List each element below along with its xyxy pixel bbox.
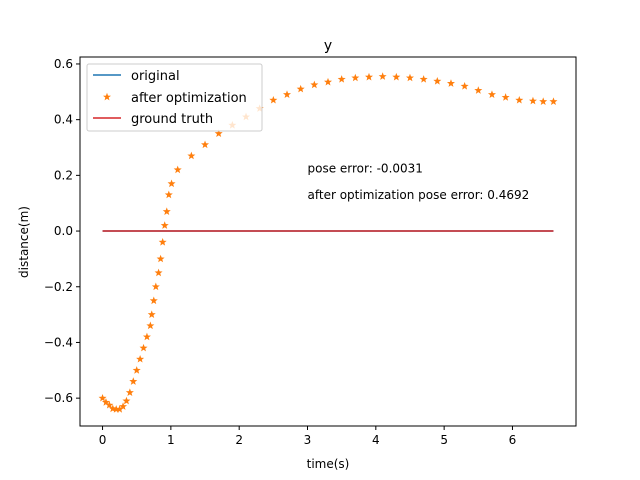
x-tick-label: 1 [167,433,175,447]
after-optimization-point [147,310,156,318]
x-tick-label: 5 [440,433,448,447]
after-optimization-point [515,95,524,104]
after-optimization-point [460,82,469,90]
annotation-text: after optimization pose error: 0.4692 [308,188,530,202]
x-tick-label: 6 [509,433,517,447]
after-optimization-point [446,79,455,87]
after-optimization-point [549,97,558,105]
after-optimization-point [112,405,121,413]
legend-label-after-optimization: after optimization [131,91,247,106]
after-optimization-point [115,405,124,413]
legend-label-ground-truth: ground truth [131,112,213,127]
after-optimization-point [154,268,163,277]
after-optimization-point [101,398,110,406]
after-optimization-point [98,393,107,402]
after-optimization-point [528,96,537,105]
after-optimization-point [129,377,138,385]
x-tick-label: 4 [372,433,380,447]
after-optimization-point [283,90,291,98]
after-optimization-point [151,282,160,291]
legend-label-original: original [131,69,180,84]
after-optimization-point [158,238,167,246]
after-optimization-point [433,77,442,85]
after-optimization-point [142,332,151,341]
legend-star-marker [103,92,111,101]
after-optimization-point [122,396,131,405]
y-tick-label: 0.6 [54,57,73,71]
y-tick-label: −0.4 [44,335,73,349]
after-optimization-point [324,77,332,86]
x-tick-label: 0 [99,433,107,447]
after-optimization-point [187,151,196,160]
after-optimization-point [132,366,141,374]
after-optimization-point [337,75,346,83]
after-optimization-point [119,402,128,410]
x-tick-label: 3 [304,433,312,447]
legend-swatch-after-optimization [103,92,111,101]
after-optimization-point [405,73,414,82]
annotation-text: pose error: -0.0031 [308,162,423,176]
after-optimization-point [310,80,319,89]
after-optimization-point [419,75,428,83]
after-optimization-point [105,400,114,409]
after-optimization-point [156,254,165,263]
after-optimization-point [139,343,148,352]
after-optimization-point [365,72,373,81]
after-optimization-point [351,73,360,82]
after-optimization-point [149,296,158,305]
after-optimization-point [125,388,134,396]
after-optimization-point [201,140,210,149]
after-optimization-point [160,221,169,229]
after-optimization-point [296,84,305,93]
chart-title: y [324,38,332,54]
y-axis-ticks: −0.6 −0.4 −0.2 0.0 0.2 0.4 0.6 [44,57,80,405]
after-optimization-point [136,354,145,363]
legend-box [86,63,263,132]
after-optimization-point [487,90,496,98]
plot-frame [79,56,577,427]
after-optimization-point [167,179,176,188]
x-axis-ticks: 0 1 2 3 4 5 6 [99,426,517,447]
after-optimization-point [378,72,387,80]
y-tick-label: −0.2 [44,280,73,294]
after-optimization-point [214,129,223,137]
y-tick-label: −0.6 [44,391,73,405]
after-optimization-point [146,321,155,330]
after-optimization-point [474,86,483,94]
after-optimization-point [501,93,510,101]
x-tick-label: 2 [235,433,243,447]
y-tick-label: 0.4 [54,113,73,127]
after-optimization-point [173,165,182,174]
legend: original after optimization ground truth [86,63,263,132]
after-optimization-point [392,72,401,81]
y-tick-label: 0.0 [54,224,73,238]
after-optimization-point [164,190,173,199]
after-optimization-point [539,97,548,105]
x-axis-label: time(s) [307,457,350,471]
y-axis-label: distance(m) [17,206,31,278]
after-optimization-point [269,95,278,104]
annotations-layer: pose error: -0.0031 after optimization po… [308,162,530,202]
y-tick-label: 0.2 [54,168,73,182]
after-optimization-point [162,207,171,215]
plot-area: 0 1 2 3 4 5 6 −0.6 −0.4 −0.2 0.0 0.2 0.4 0.6 pose er… [44,56,577,447]
